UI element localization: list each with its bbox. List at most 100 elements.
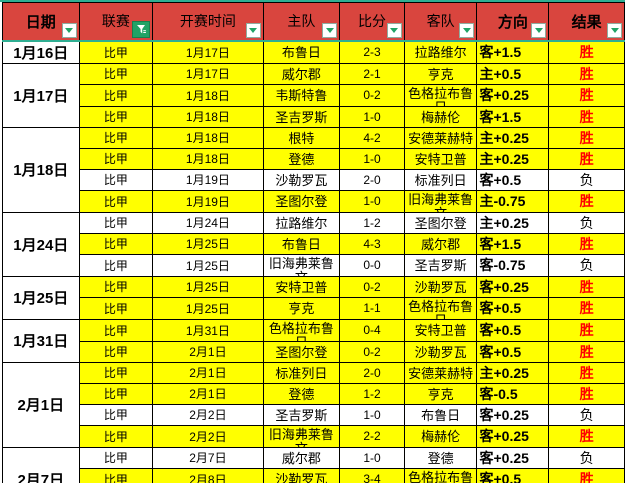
cell-result[interactable]: 负 bbox=[548, 168, 625, 191]
cell-away[interactable]: 威尔郡 bbox=[403, 232, 478, 255]
cell-away[interactable]: 沙勒罗瓦 bbox=[403, 340, 478, 363]
cell-home[interactable]: 亨克 bbox=[262, 296, 341, 320]
cell-time[interactable]: 1月25日 bbox=[152, 275, 264, 298]
cell-direction[interactable]: 客+0.5 bbox=[476, 318, 550, 342]
cell-result[interactable]: 胜 bbox=[548, 382, 625, 405]
filter-dropdown-button-score[interactable] bbox=[386, 22, 402, 38]
cell-score[interactable]: 4-3 bbox=[339, 232, 405, 255]
cell-result[interactable]: 负 bbox=[548, 403, 625, 426]
cell-away[interactable]: 安德莱赫特 bbox=[403, 126, 478, 149]
cell-direction[interactable]: 主+0.25 bbox=[476, 361, 550, 384]
cell-league[interactable]: 比甲 bbox=[78, 211, 154, 234]
filter-dropdown-button-result[interactable] bbox=[607, 22, 622, 38]
cell-league[interactable]: 比甲 bbox=[78, 62, 154, 85]
col-header-time[interactable]: 开赛时间 bbox=[152, 2, 264, 42]
cell-result[interactable]: 负 bbox=[548, 253, 625, 277]
cell-result[interactable]: 胜 bbox=[548, 340, 625, 363]
col-header-direction[interactable]: 方向 bbox=[476, 2, 550, 42]
cell-home[interactable]: 登德 bbox=[262, 147, 341, 170]
cell-league[interactable]: 比甲 bbox=[78, 296, 154, 320]
cell-score[interactable]: 1-0 bbox=[339, 105, 405, 128]
cell-score[interactable]: 0-0 bbox=[339, 253, 405, 277]
col-header-result[interactable]: 结果 bbox=[548, 2, 625, 42]
cell-home[interactable]: 圣图尔登 bbox=[262, 189, 341, 213]
cell-away[interactable]: 安特卫普 bbox=[403, 147, 478, 170]
cell-time[interactable]: 2月2日 bbox=[152, 424, 264, 448]
cell-time[interactable]: 1月17日 bbox=[152, 40, 264, 64]
cell-result[interactable]: 胜 bbox=[548, 361, 625, 384]
cell-league[interactable]: 比甲 bbox=[78, 232, 154, 255]
cell-direction[interactable]: 主+0.5 bbox=[476, 62, 550, 85]
cell-league[interactable]: 比甲 bbox=[78, 340, 154, 363]
cell-league[interactable]: 比甲 bbox=[78, 253, 154, 277]
cell-date-group[interactable]: 2月7日 bbox=[2, 446, 80, 483]
cell-away[interactable]: 亨克 bbox=[403, 62, 478, 85]
cell-away[interactable]: 布鲁日 bbox=[403, 403, 478, 426]
cell-direction[interactable]: 客+0.5 bbox=[476, 168, 550, 191]
cell-away[interactable]: 梅赫伦 bbox=[403, 424, 478, 448]
cell-away[interactable]: 标准列日 bbox=[403, 168, 478, 191]
filter-funnel-button-league[interactable] bbox=[132, 20, 151, 38]
cell-away[interactable]: 亨克 bbox=[403, 382, 478, 405]
cell-league[interactable]: 比甲 bbox=[78, 105, 154, 128]
cell-home[interactable]: 沙勒罗瓦 bbox=[262, 467, 341, 483]
cell-away[interactable]: 梅赫伦 bbox=[403, 105, 478, 128]
cell-league[interactable]: 比甲 bbox=[78, 189, 154, 213]
cell-result[interactable]: 胜 bbox=[548, 126, 625, 149]
cell-direction[interactable]: 客+1.5 bbox=[476, 232, 550, 255]
cell-result[interactable]: 胜 bbox=[548, 275, 625, 298]
cell-time[interactable]: 2月2日 bbox=[152, 403, 264, 426]
cell-league[interactable]: 比甲 bbox=[78, 83, 154, 107]
cell-time[interactable]: 1月18日 bbox=[152, 147, 264, 170]
cell-result[interactable]: 胜 bbox=[548, 296, 625, 320]
cell-score[interactable]: 2-1 bbox=[339, 62, 405, 85]
cell-score[interactable]: 1-1 bbox=[339, 296, 405, 320]
cell-league[interactable]: 比甲 bbox=[78, 318, 154, 342]
cell-direction[interactable]: 客+0.5 bbox=[476, 340, 550, 363]
cell-direction[interactable]: 客+0.25 bbox=[476, 403, 550, 426]
cell-result[interactable]: 胜 bbox=[548, 318, 625, 342]
col-header-home[interactable]: 主队 bbox=[262, 2, 341, 42]
cell-league[interactable]: 比甲 bbox=[78, 467, 154, 483]
cell-time[interactable]: 1月18日 bbox=[152, 126, 264, 149]
cell-result[interactable]: 胜 bbox=[548, 424, 625, 448]
cell-league[interactable]: 比甲 bbox=[78, 424, 154, 448]
cell-score[interactable]: 2-3 bbox=[339, 40, 405, 64]
cell-result[interactable]: 胜 bbox=[548, 147, 625, 170]
cell-away[interactable]: 沙勒罗瓦 bbox=[403, 275, 478, 298]
cell-score[interactable]: 2-2 bbox=[339, 424, 405, 448]
cell-away[interactable]: 圣图尔登 bbox=[403, 211, 478, 234]
cell-league[interactable]: 比甲 bbox=[78, 446, 154, 469]
cell-league[interactable]: 比甲 bbox=[78, 40, 154, 64]
cell-direction[interactable]: 客+0.25 bbox=[476, 275, 550, 298]
filter-dropdown-button-date[interactable] bbox=[61, 22, 77, 38]
cell-time[interactable]: 1月25日 bbox=[152, 253, 264, 277]
cell-home[interactable]: 安特卫普 bbox=[262, 275, 341, 298]
cell-time[interactable]: 1月19日 bbox=[152, 168, 264, 191]
cell-away[interactable]: 安德莱赫特 bbox=[403, 361, 478, 384]
cell-result[interactable]: 胜 bbox=[548, 467, 625, 483]
cell-score[interactable]: 3-4 bbox=[339, 467, 405, 483]
cell-league[interactable]: 比甲 bbox=[78, 126, 154, 149]
cell-home[interactable]: 圣吉罗斯 bbox=[262, 403, 341, 426]
cell-home[interactable]: 登德 bbox=[262, 382, 341, 405]
cell-direction[interactable]: 客+1.5 bbox=[476, 105, 550, 128]
cell-away[interactable]: 色格拉布鲁日 bbox=[403, 83, 478, 107]
cell-home[interactable]: 圣图尔登 bbox=[262, 340, 341, 363]
cell-away[interactable]: 圣吉罗斯 bbox=[403, 253, 478, 277]
cell-league[interactable]: 比甲 bbox=[78, 403, 154, 426]
cell-league[interactable]: 比甲 bbox=[78, 168, 154, 191]
col-header-league[interactable]: 联赛 bbox=[78, 2, 154, 42]
cell-home[interactable]: 圣吉罗斯 bbox=[262, 105, 341, 128]
cell-result[interactable]: 负 bbox=[548, 446, 625, 469]
cell-home[interactable]: 威尔郡 bbox=[262, 62, 341, 85]
cell-time[interactable]: 1月31日 bbox=[152, 318, 264, 342]
cell-time[interactable]: 1月25日 bbox=[152, 232, 264, 255]
cell-home[interactable]: 旧海弗莱鲁文 bbox=[262, 253, 341, 277]
cell-home[interactable]: 韦斯特鲁 bbox=[262, 83, 341, 107]
cell-away[interactable]: 旧海弗莱鲁文 bbox=[403, 189, 478, 213]
cell-result[interactable]: 胜 bbox=[548, 83, 625, 107]
cell-direction[interactable]: 客+0.25 bbox=[476, 446, 550, 469]
cell-home[interactable]: 根特 bbox=[262, 126, 341, 149]
cell-score[interactable]: 1-0 bbox=[339, 189, 405, 213]
